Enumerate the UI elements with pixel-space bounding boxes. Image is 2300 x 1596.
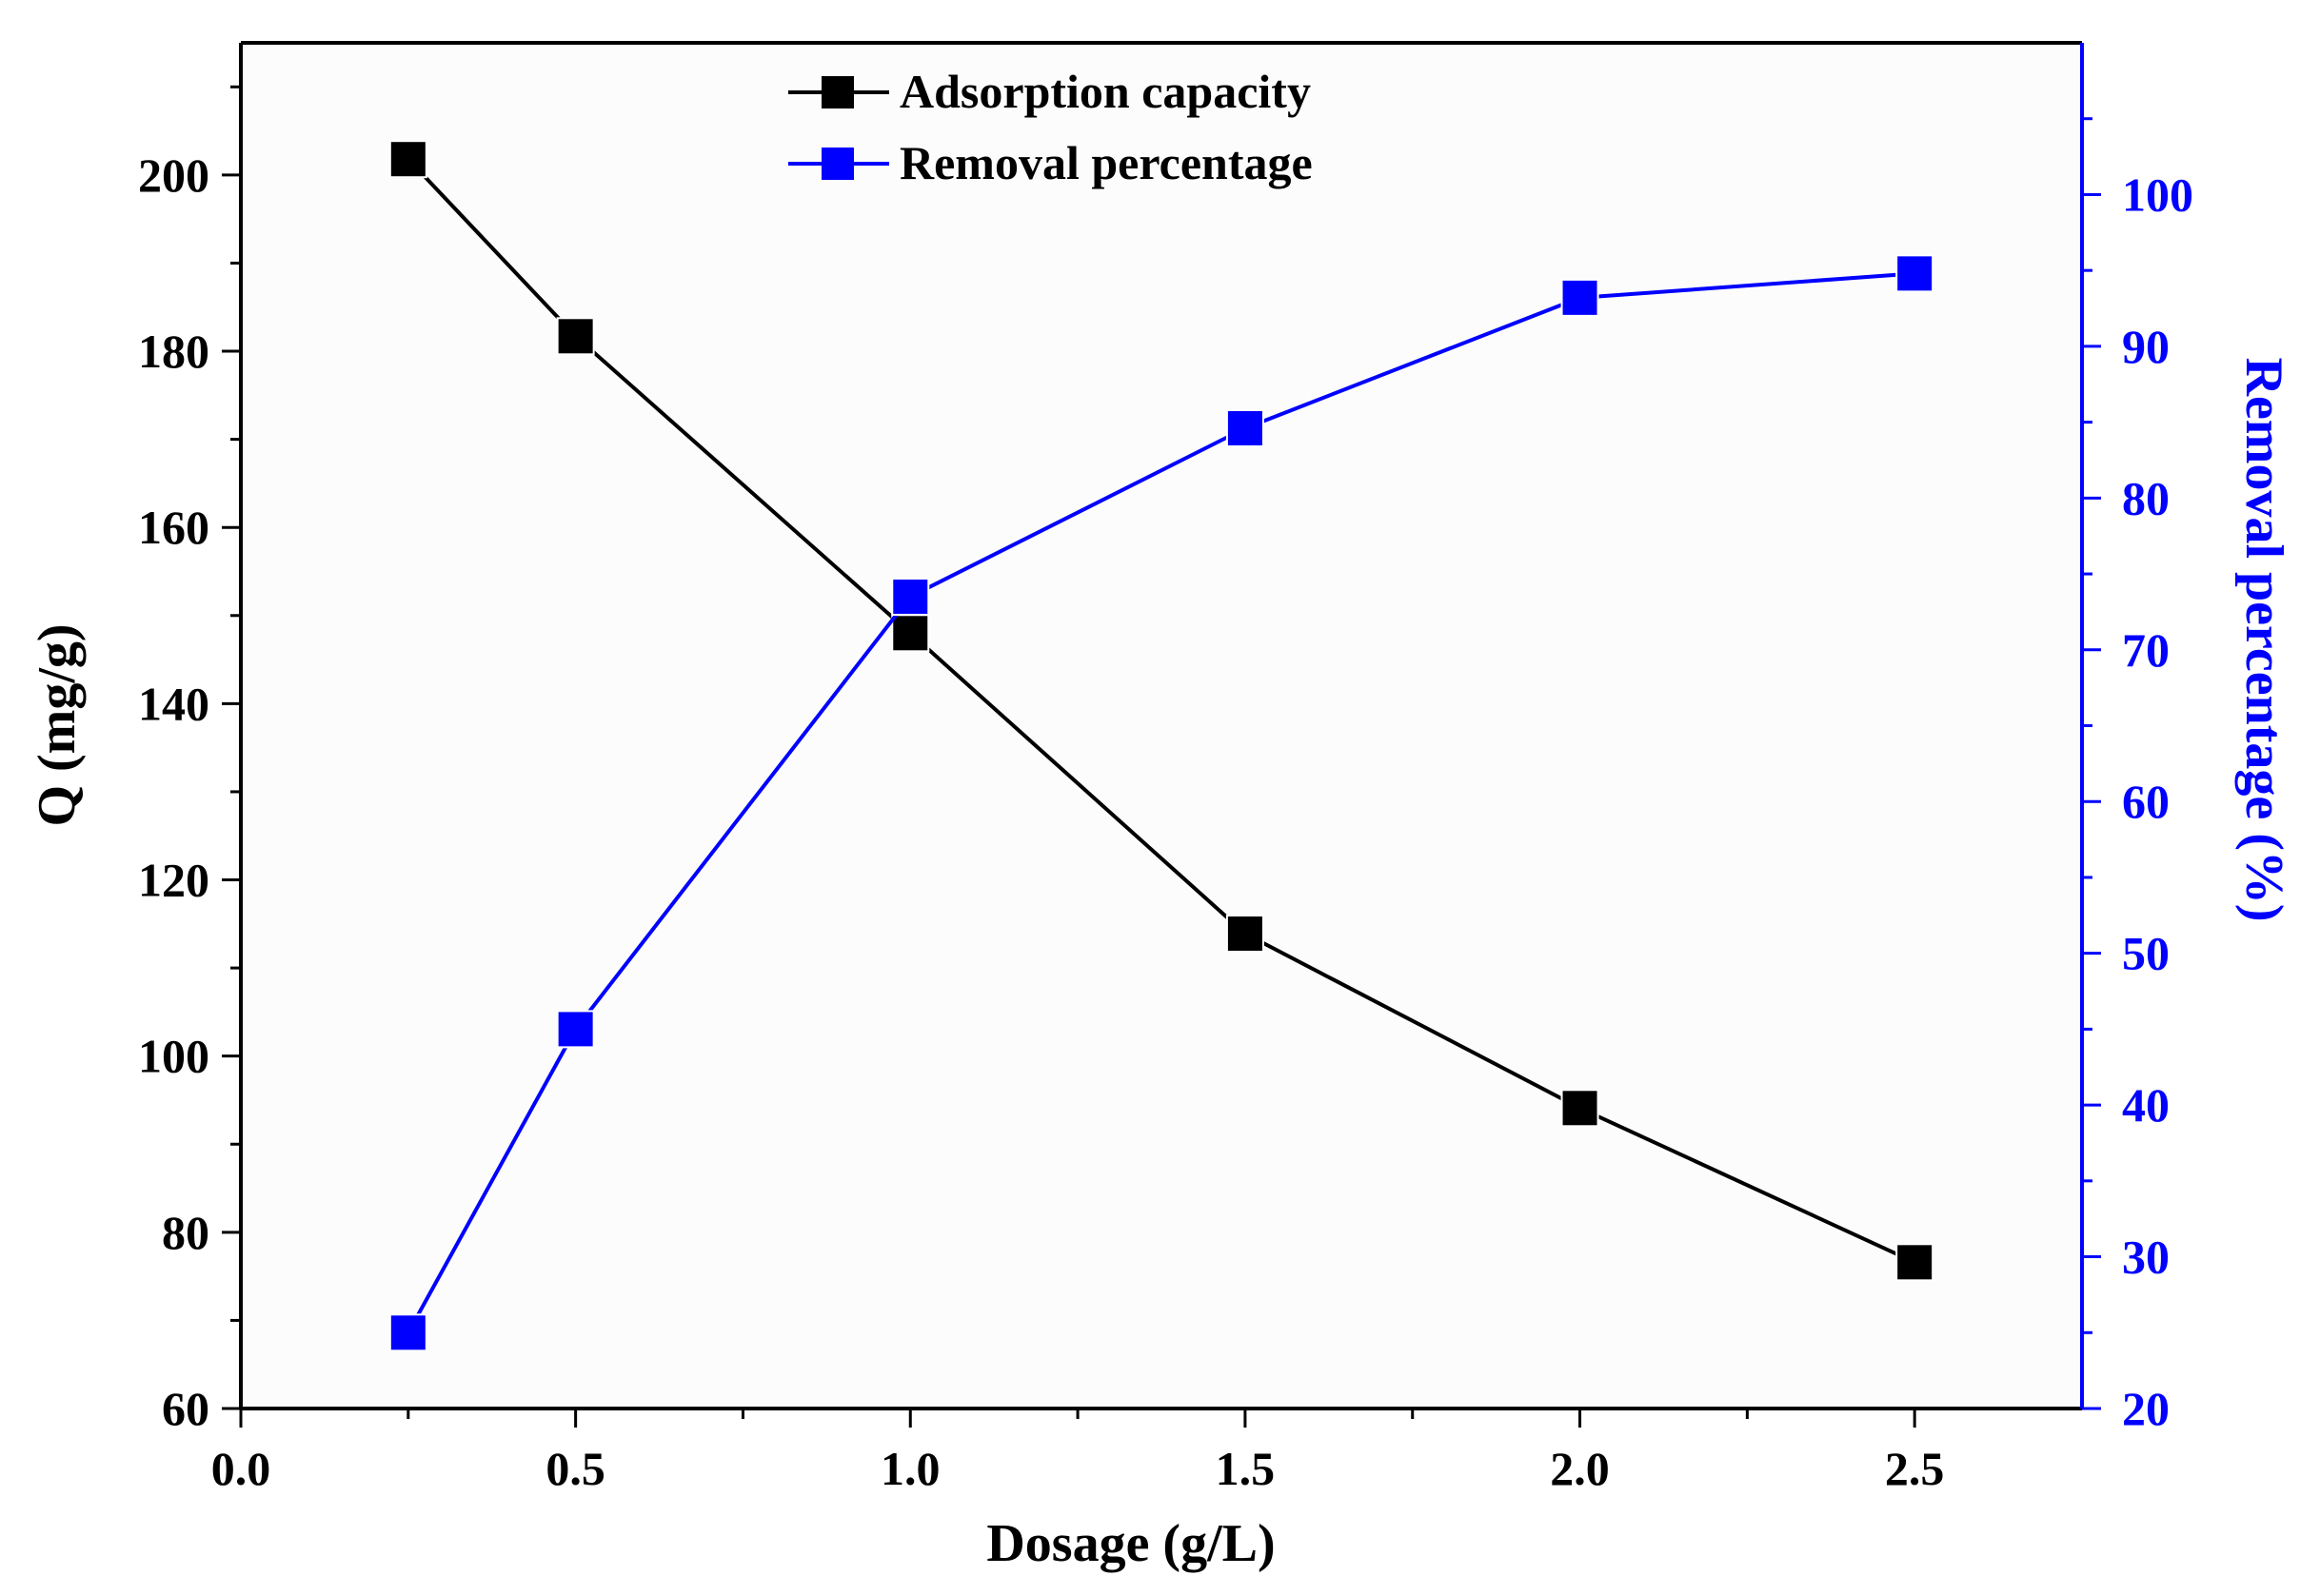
y2-tick-label: 40 xyxy=(2122,1078,2170,1132)
y2-tick-label: 80 xyxy=(2122,471,2170,524)
y-tick-label: 80 xyxy=(162,1206,209,1259)
data-point-adsorption-capacity xyxy=(388,140,427,179)
data-point-removal-percentage xyxy=(1560,278,1599,317)
y2-tick-label: 30 xyxy=(2122,1231,2170,1284)
legend-marker-removal xyxy=(822,148,854,180)
y2-axis-title: Removal percentage (%) xyxy=(2234,357,2293,921)
data-point-removal-percentage xyxy=(891,577,930,616)
x-axis-title: Dosage (g/L) xyxy=(986,1514,1275,1573)
series-layer xyxy=(388,140,1934,1352)
axes-layer: 0.0 0.5 1.0 1.5 2.0 2.5 60 80 100 120 140 160 180 200… xyxy=(138,41,2193,1495)
data-point-adsorption-capacity xyxy=(556,317,595,356)
data-point-adsorption-capacity xyxy=(1895,1243,1934,1282)
y2-tick-label: 20 xyxy=(2122,1382,2170,1435)
legend-marker-adsorption xyxy=(822,76,854,108)
series-line-adsorption-capacity xyxy=(406,157,1916,1265)
data-point-adsorption-capacity xyxy=(1225,914,1264,953)
y-tick-label: 200 xyxy=(138,148,209,202)
y-tick-label: 140 xyxy=(138,677,209,730)
y2-tick-label: 70 xyxy=(2122,623,2170,677)
x-tick-label: 0.0 xyxy=(211,1442,271,1495)
data-point-removal-percentage xyxy=(1225,408,1264,447)
legend: Adsorption capacity Removal percentage xyxy=(788,65,1313,189)
y-tick-label: 160 xyxy=(138,501,209,554)
series-line-removal-percentage xyxy=(406,271,1915,1334)
legend-label-adsorption: Adsorption capacity xyxy=(900,65,1311,118)
legend-label-removal: Removal percentage xyxy=(900,136,1313,189)
y-tick-label: 180 xyxy=(138,325,209,378)
x-tick-label: 1.0 xyxy=(881,1442,941,1495)
data-point-removal-percentage xyxy=(1895,254,1934,293)
x-tick-label: 0.5 xyxy=(545,1442,605,1495)
y2-tick-label: 100 xyxy=(2122,167,2193,221)
x-tick-label: 2.0 xyxy=(1550,1442,1610,1495)
data-point-adsorption-capacity xyxy=(891,614,930,653)
x-tick-label: 1.5 xyxy=(1216,1442,1276,1495)
y2-tick-label: 90 xyxy=(2122,320,2170,373)
data-point-removal-percentage xyxy=(556,1010,595,1049)
y2-tick-label: 50 xyxy=(2122,927,2170,980)
data-point-removal-percentage xyxy=(388,1313,427,1352)
y-tick-label: 120 xyxy=(138,854,209,907)
y-tick-label: 60 xyxy=(162,1382,209,1435)
y-tick-label: 100 xyxy=(138,1030,209,1083)
y-axis-title: Q (mg/g) xyxy=(28,623,87,826)
x-tick-label: 2.5 xyxy=(1885,1442,1945,1495)
data-point-adsorption-capacity xyxy=(1560,1089,1599,1128)
y2-tick-label: 60 xyxy=(2122,775,2170,828)
plot-area xyxy=(241,43,2082,1409)
